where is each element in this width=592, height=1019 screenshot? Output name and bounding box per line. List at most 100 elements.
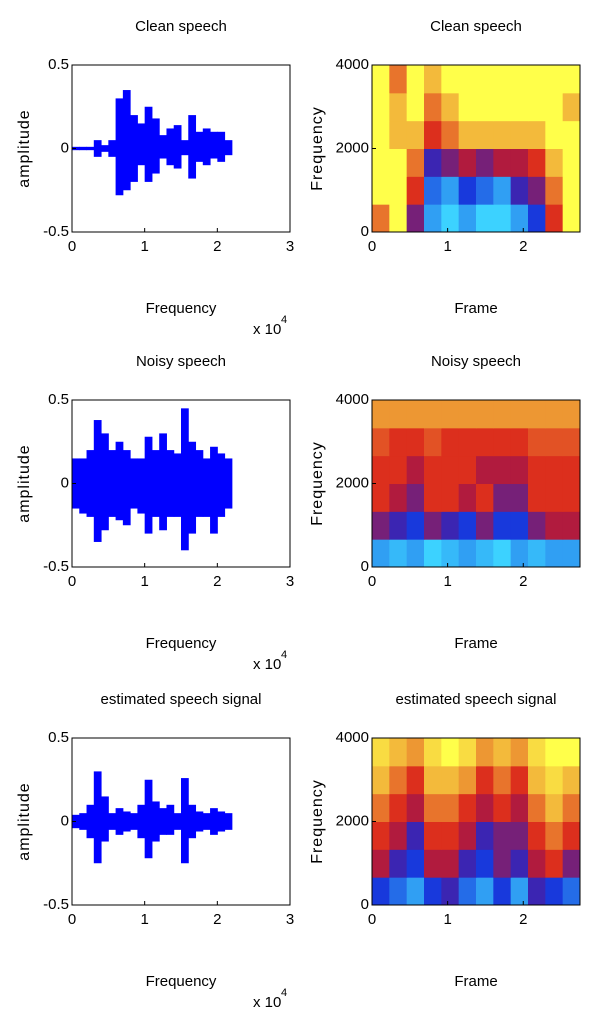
heatmap-cell bbox=[441, 483, 460, 512]
heatmap-cell bbox=[406, 455, 425, 484]
heatmap-cell bbox=[545, 120, 564, 149]
heatmap-cell bbox=[528, 483, 546, 512]
heatmap-cell bbox=[562, 65, 581, 94]
heatmap-cell bbox=[389, 849, 408, 878]
waveform-segment bbox=[115, 441, 124, 521]
heatmap-cell bbox=[389, 148, 408, 177]
subplot: 0 1 2 0 2000 4000 estimated speech signal Frame… bbox=[309, 691, 581, 990]
heatmap-cell bbox=[372, 821, 390, 850]
heatmap-cell bbox=[493, 427, 512, 457]
heatmap-cell bbox=[510, 204, 529, 233]
heatmap-cell bbox=[528, 793, 546, 822]
heatmap-cell bbox=[562, 765, 581, 795]
heatmap-cell bbox=[458, 92, 477, 122]
heatmap-cell bbox=[476, 877, 494, 906]
x-tick-label: 1 bbox=[140, 238, 148, 255]
x-tick-label: 1 bbox=[443, 911, 451, 928]
waveform-segment bbox=[173, 125, 182, 169]
waveform-segment bbox=[130, 115, 138, 182]
waveform-segment bbox=[101, 433, 109, 531]
heatmap-cell bbox=[528, 765, 546, 795]
heatmap-cell bbox=[372, 65, 390, 94]
waveform-segment bbox=[202, 813, 211, 830]
heatmap-cell bbox=[545, 92, 564, 122]
x-tick-label: 1 bbox=[443, 573, 451, 590]
heatmap-cell bbox=[458, 65, 477, 94]
heatmap-cell bbox=[528, 148, 546, 177]
heatmap-cell bbox=[389, 427, 408, 457]
heatmap-cell bbox=[545, 65, 564, 94]
heatmap-cell bbox=[389, 455, 408, 484]
waveform-segment bbox=[188, 441, 197, 534]
heatmap-cell bbox=[510, 427, 529, 457]
x-axis-label: Frequency bbox=[146, 300, 217, 317]
heatmap-cell bbox=[562, 148, 581, 177]
heatmap-cell bbox=[406, 539, 425, 568]
heatmap-cell bbox=[458, 877, 477, 906]
heatmap-cell bbox=[562, 738, 581, 767]
heatmap-cell bbox=[372, 400, 390, 429]
y-tick-label: 0.5 bbox=[48, 391, 69, 408]
subplot-title: estimated speech signal bbox=[101, 691, 262, 708]
heatmap-cell bbox=[389, 483, 408, 512]
heatmap-cell bbox=[562, 793, 581, 822]
heatmap-cell bbox=[372, 483, 390, 512]
heatmap-cell bbox=[510, 176, 529, 205]
waveform-segment bbox=[86, 804, 95, 839]
x-tick-label: 0 bbox=[68, 573, 76, 590]
heatmap-cell bbox=[493, 511, 512, 540]
x-tick-label: 1 bbox=[140, 911, 148, 928]
waveform-segment bbox=[202, 458, 211, 517]
heatmap-cell bbox=[424, 849, 442, 878]
waveform-segment bbox=[79, 458, 88, 514]
heatmap-cell bbox=[441, 92, 460, 122]
heatmap-cell bbox=[424, 738, 442, 767]
heatmap-cell bbox=[441, 148, 460, 177]
waveform-segment bbox=[93, 140, 102, 157]
heatmap-cell bbox=[389, 176, 408, 205]
heatmap-cell bbox=[424, 455, 442, 484]
heatmap-cell bbox=[389, 738, 408, 767]
heatmap-cell bbox=[476, 427, 494, 457]
waveform-segment bbox=[217, 811, 226, 832]
heatmap-cell bbox=[493, 400, 512, 429]
heatmap-cell bbox=[510, 793, 529, 822]
heatmap-cell bbox=[545, 539, 564, 568]
subplot-title: Clean speech bbox=[430, 18, 522, 35]
heatmap-cell bbox=[389, 877, 408, 906]
heatmap-cell bbox=[389, 400, 408, 429]
x-tick-label: 2 bbox=[213, 238, 221, 255]
heatmap-cell bbox=[458, 511, 477, 540]
heatmap-cell bbox=[372, 877, 390, 906]
heatmap-cell bbox=[406, 511, 425, 540]
heatmap-cell bbox=[545, 400, 564, 429]
waveform-segment bbox=[137, 458, 146, 514]
heatmap-cell bbox=[476, 738, 494, 767]
heatmap-cell bbox=[441, 849, 460, 878]
heatmap-cell bbox=[406, 400, 425, 429]
heatmap-cell bbox=[458, 455, 477, 484]
heatmap-cell bbox=[545, 455, 564, 484]
x-tick-label: 3 bbox=[286, 238, 294, 255]
x-axis-label: Frame bbox=[454, 300, 497, 317]
heatmap-cell bbox=[545, 148, 564, 177]
subplot-title: Noisy speech bbox=[136, 353, 226, 370]
y-tick-label: 2000 bbox=[336, 812, 369, 829]
x-axis-label: Frequency bbox=[146, 635, 217, 652]
heatmap-cell bbox=[372, 120, 390, 149]
heatmap-cell bbox=[458, 483, 477, 512]
y-tick-label: 0 bbox=[61, 812, 69, 829]
y-tick-label: 4000 bbox=[336, 391, 369, 408]
y-axis-label: Frequency bbox=[309, 779, 326, 864]
heatmap-cell bbox=[545, 765, 564, 795]
heatmap-cell bbox=[441, 793, 460, 822]
y-tick-label: -0.5 bbox=[43, 896, 69, 913]
heatmap-cell bbox=[389, 511, 408, 540]
heatmap-cell bbox=[372, 176, 390, 205]
heatmap-cell bbox=[528, 204, 546, 233]
subplot: 0 1 2 0 2000 4000 Noisy speech Frame Frequency bbox=[309, 353, 581, 652]
heatmap-cell bbox=[476, 765, 494, 795]
x-axis-label: Frame bbox=[454, 973, 497, 990]
x-tick-label: 0 bbox=[368, 238, 376, 255]
heatmap-cell bbox=[545, 176, 564, 205]
